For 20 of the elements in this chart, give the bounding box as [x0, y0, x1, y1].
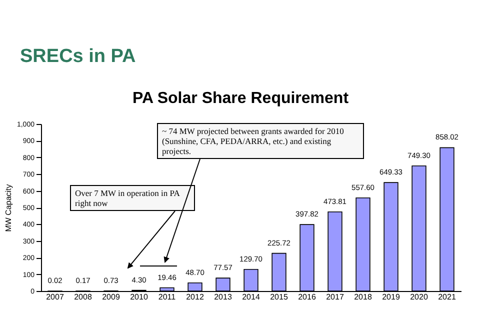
x-tick-label: 2009 — [102, 292, 120, 302]
x-tick-label: 2018 — [354, 292, 372, 302]
x-tick-label: 2021 — [438, 292, 456, 302]
x-tick-label: 2008 — [74, 292, 92, 302]
chart-subtitle: PA Solar Share Requirement — [131, 90, 350, 108]
annotation: ~ 74 MW projected between grants awarded for 2010 (Sunshine, CFA, PEDA/ARRA, etc.) and existing projects. — [157, 123, 364, 159]
x-tick-label: 2015 — [270, 292, 288, 302]
x-tick-label: 2010 — [130, 292, 148, 302]
x-tick-label: 2013 — [214, 292, 232, 302]
x-tick-label: 2014 — [242, 292, 260, 302]
x-tick-label: 2020 — [410, 292, 428, 302]
x-tick-label: 2007 — [46, 292, 64, 302]
x-tick-label: 2011 — [158, 292, 176, 302]
annotation: Over 7 MW in operation in PA right now — [70, 185, 195, 211]
x-tick-label: 2012 — [186, 292, 204, 302]
x-tick-label: 2016 — [298, 292, 316, 302]
x-tick-label: 2017 — [326, 292, 344, 302]
x-tick-label: 2019 — [382, 292, 400, 302]
y-axis-title: MW Capacity — [4, 184, 13, 232]
chart-title: SRECs in PA — [20, 46, 136, 68]
